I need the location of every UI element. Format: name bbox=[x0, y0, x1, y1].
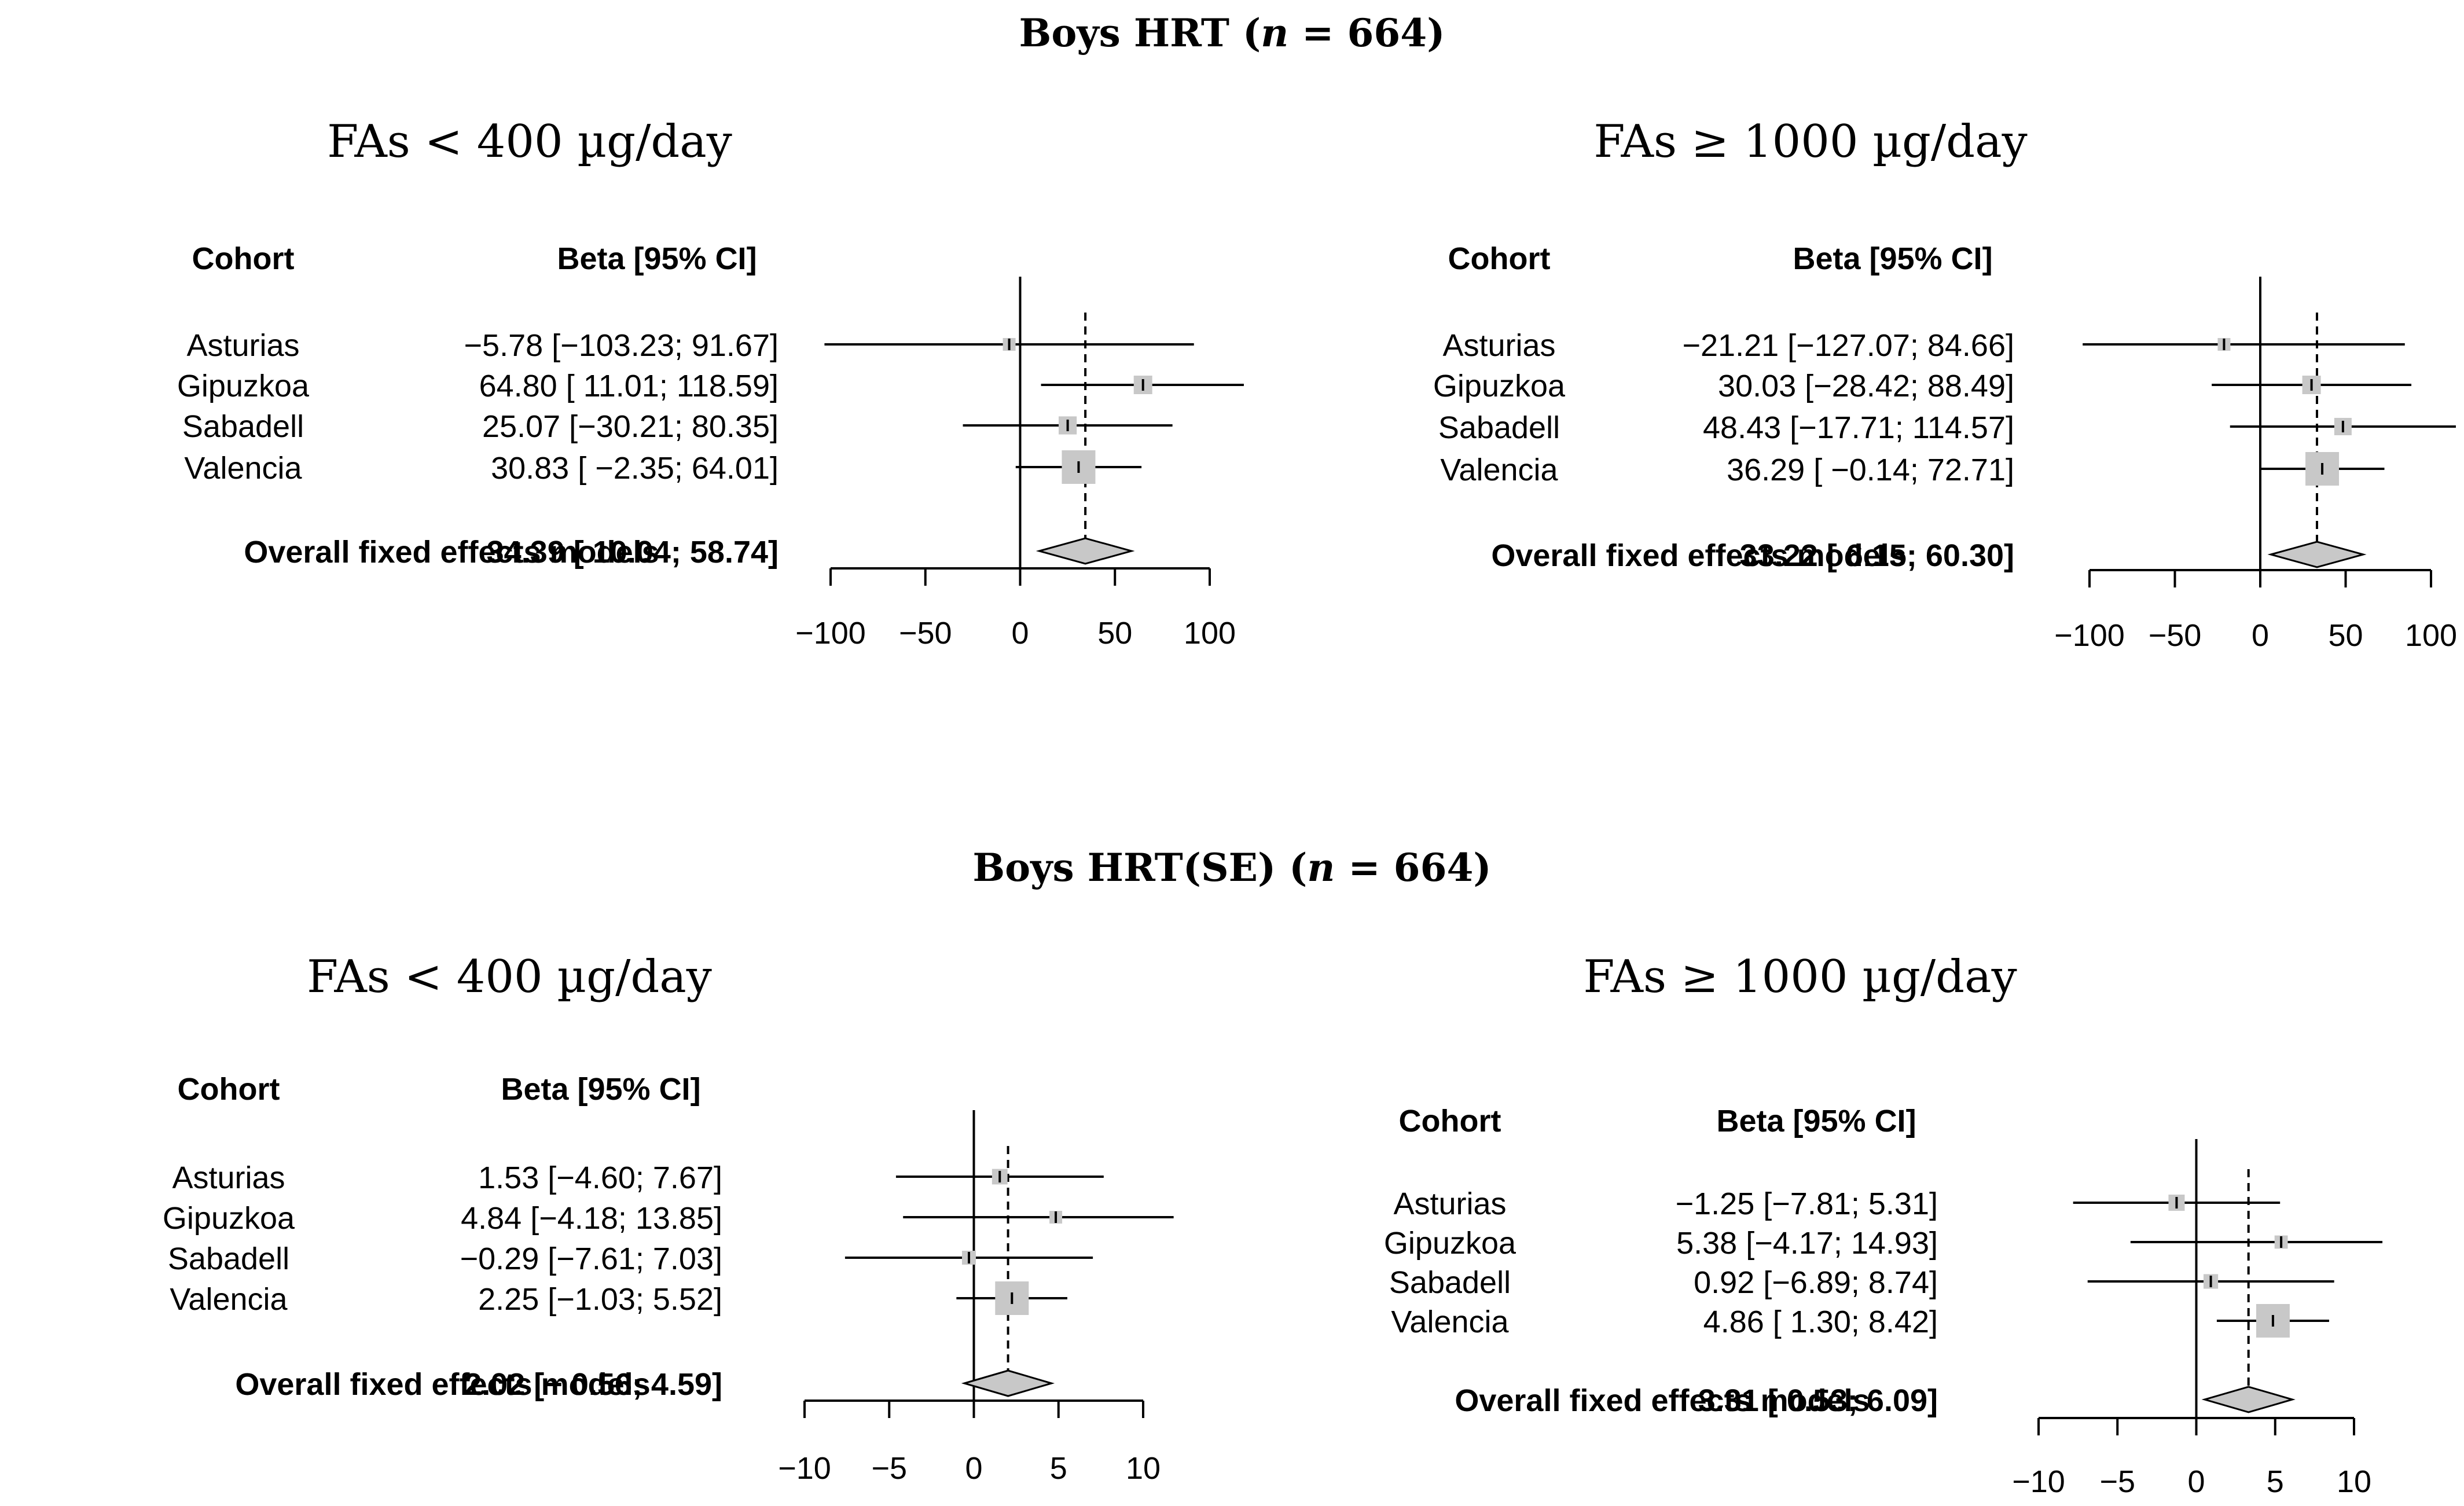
beta-ci-label: 2.25 [−1.03; 5.52] bbox=[478, 1282, 722, 1317]
overall-diamond bbox=[961, 1369, 1055, 1397]
overall-label: Overall fixed effects models bbox=[244, 535, 659, 570]
panel-subtitle: FAs < 400 µg/day bbox=[307, 951, 712, 1003]
x-tick-label: −5 bbox=[871, 1451, 907, 1486]
section-title-hrt-se: Boys HRT(SE) (n = 664) bbox=[972, 845, 1492, 890]
overall-beta-ci: 3.31 [ 0.53; 6.09] bbox=[1698, 1383, 1938, 1418]
beta-ci-label: 4.84 [−4.18; 13.85] bbox=[461, 1201, 722, 1236]
beta-ci-label: 30.03 [−28.42; 88.49] bbox=[1718, 369, 2014, 403]
beta-ci-label: 64.80 [ 11.01; 118.59] bbox=[479, 369, 779, 403]
x-tick-label: 0 bbox=[965, 1451, 982, 1486]
x-tick-label: 5 bbox=[2267, 1464, 2284, 1499]
x-tick-label: 0 bbox=[2187, 1464, 2205, 1499]
overall-beta-ci: 2.02 [− 0.56; 4.59] bbox=[464, 1367, 722, 1402]
column-header-cohort: Cohort bbox=[192, 241, 295, 276]
x-tick-label: 100 bbox=[1184, 616, 1236, 651]
beta-ci-label: −21.21 [−127.07; 84.66] bbox=[1682, 328, 2014, 363]
beta-ci-label: 36.29 [ −0.14; 72.71] bbox=[1727, 453, 2014, 487]
x-tick-label: −5 bbox=[2099, 1464, 2135, 1499]
beta-ci-label: 30.83 [ −2.35; 64.01] bbox=[491, 451, 779, 486]
beta-ci-label: 5.38 [−4.17; 14.93] bbox=[1676, 1226, 1938, 1261]
cohort-label: Sabadell bbox=[168, 1241, 289, 1276]
cohort-label: Asturias bbox=[172, 1160, 285, 1195]
beta-ci-label: 25.07 [−30.21; 80.35] bbox=[482, 409, 779, 444]
x-tick-label: 5 bbox=[1050, 1451, 1067, 1486]
cohort-label: Asturias bbox=[186, 328, 299, 363]
column-header-beta: Beta [95% CI] bbox=[501, 1072, 700, 1107]
panel-subtitle: FAs < 400 µg/day bbox=[327, 116, 732, 168]
x-tick-label: −50 bbox=[2149, 618, 2202, 653]
beta-ci-label: 1.53 [−4.60; 7.67] bbox=[478, 1160, 722, 1195]
x-tick-label: −100 bbox=[795, 616, 866, 651]
cohort-label: Sabadell bbox=[1389, 1265, 1511, 1300]
x-tick-label: −10 bbox=[2012, 1464, 2065, 1499]
cohort-label: Valencia bbox=[170, 1282, 288, 1317]
x-tick-label: 10 bbox=[1126, 1451, 1161, 1486]
overall-label: Overall fixed effects models bbox=[235, 1367, 650, 1402]
beta-ci-label: 48.43 [−17.71; 114.57] bbox=[1703, 410, 2014, 445]
overall-label: Overall fixed effects models bbox=[1491, 538, 1906, 573]
beta-ci-label: 0.92 [−6.89; 8.74] bbox=[1694, 1265, 1938, 1300]
x-tick-label: 50 bbox=[1097, 616, 1132, 651]
column-header-cohort: Cohort bbox=[1448, 241, 1551, 276]
x-tick-label: 0 bbox=[2252, 618, 2269, 653]
cohort-label: Asturias bbox=[1442, 328, 1555, 363]
cohort-label: Valencia bbox=[1391, 1305, 1509, 1339]
cohort-label: Sabadell bbox=[182, 409, 304, 444]
cohort-label: Gipuzkoa bbox=[1384, 1226, 1516, 1261]
x-tick-label: −50 bbox=[899, 616, 952, 651]
x-tick-label: −10 bbox=[778, 1451, 831, 1486]
x-tick-label: 50 bbox=[2328, 618, 2363, 653]
section-title-hrt: Boys HRT (n = 664) bbox=[1019, 10, 1445, 56]
panel-subtitle: FAs ≥ 1000 µg/day bbox=[1583, 951, 2017, 1003]
column-header-beta: Beta [95% CI] bbox=[1716, 1104, 1916, 1138]
beta-ci-label: −1.25 [−7.81; 5.31] bbox=[1676, 1187, 1938, 1221]
column-header-beta: Beta [95% CI] bbox=[557, 241, 757, 276]
beta-ci-label: 4.86 [ 1.30; 8.42] bbox=[1703, 1305, 1938, 1339]
overall-diamond bbox=[2201, 1386, 2296, 1413]
cohort-label: Valencia bbox=[1440, 453, 1558, 487]
x-tick-label: −100 bbox=[2054, 618, 2125, 653]
overall-label: Overall fixed effects models bbox=[1455, 1383, 1870, 1418]
cohort-label: Gipuzkoa bbox=[177, 369, 310, 403]
cohort-label: Gipuzkoa bbox=[163, 1201, 295, 1236]
panel-subtitle: FAs ≥ 1000 µg/day bbox=[1593, 116, 2028, 168]
cohort-label: Sabadell bbox=[1438, 410, 1560, 445]
overall-diamond bbox=[1035, 537, 1135, 565]
overall-beta-ci: 34.39 [ 10.04; 58.74] bbox=[487, 535, 779, 570]
overall-diamond bbox=[2267, 541, 2367, 568]
column-header-cohort: Cohort bbox=[178, 1072, 280, 1107]
cohort-label: Gipuzkoa bbox=[1433, 369, 1566, 403]
beta-ci-label: −5.78 [−103.23; 91.67] bbox=[464, 328, 779, 363]
x-tick-label: 0 bbox=[1011, 616, 1029, 651]
x-tick-label: 10 bbox=[2337, 1464, 2371, 1499]
x-tick-label: 100 bbox=[2405, 618, 2457, 653]
column-header-cohort: Cohort bbox=[1399, 1104, 1501, 1138]
column-header-beta: Beta [95% CI] bbox=[1793, 241, 1992, 276]
overall-beta-ci: 33.22 [ 6.15; 60.30] bbox=[1740, 538, 2014, 573]
cohort-label: Asturias bbox=[1393, 1187, 1506, 1221]
beta-ci-label: −0.29 [−7.61; 7.03] bbox=[460, 1241, 722, 1276]
cohort-label: Valencia bbox=[184, 451, 302, 486]
